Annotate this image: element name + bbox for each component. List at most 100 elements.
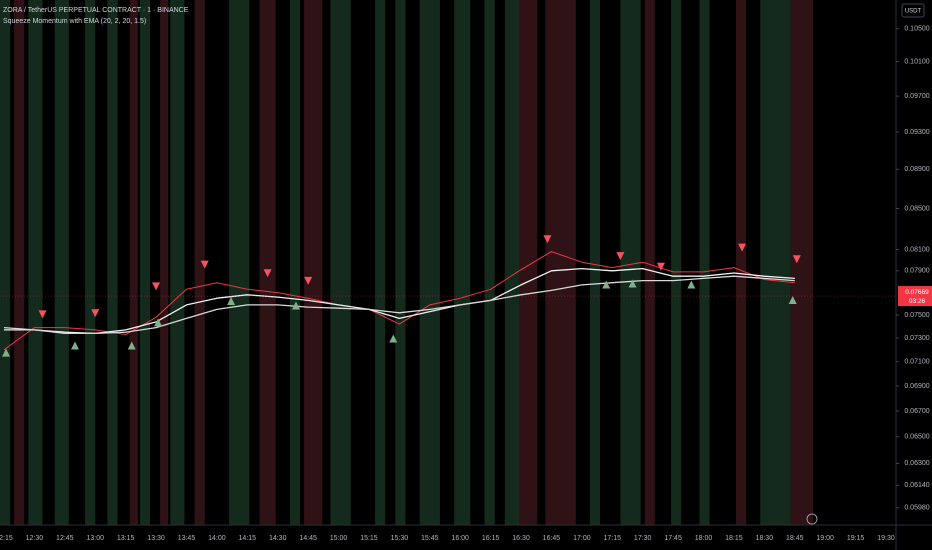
buy-signal: [687, 280, 696, 289]
y-tick-label: 0.06300: [904, 460, 929, 467]
x-tick-label: 15:45: [421, 535, 439, 542]
x-tick-label: 14:00: [208, 535, 226, 542]
axis-layer: 0.10500 0.10100 0.09700 0.09300 0.08900 0.085…: [0, 26, 932, 542]
squeeze-band: [671, 0, 682, 525]
squeeze-band: [545, 0, 576, 525]
squeeze-band: [14, 0, 25, 525]
y-tick-label: 0.08900: [904, 166, 929, 173]
squeeze-band: [504, 0, 520, 525]
settings-icon[interactable]: [806, 513, 818, 525]
buy-signal: [70, 341, 79, 350]
y-tick-label: 0.06500: [904, 434, 929, 441]
x-tick-label: 18:00: [695, 535, 713, 542]
squeeze-band: [419, 0, 440, 525]
y-tick-label: 0.05980: [904, 505, 929, 512]
squeeze-band: [160, 0, 169, 525]
x-tick-label: 18:45: [786, 535, 804, 542]
buy-signal: [291, 301, 300, 310]
y-tick-label: 0.10500: [904, 26, 929, 33]
buy-signal: [389, 334, 398, 343]
x-tick-label: 12:45: [56, 535, 74, 542]
sell-signal: [91, 309, 100, 318]
price-line: [3, 251, 795, 351]
squeeze-band: [139, 0, 150, 525]
sell-signal: [792, 255, 801, 264]
squeeze-band: [107, 0, 118, 525]
sell-signal: [543, 235, 552, 244]
x-tick-label: 13:00: [86, 535, 104, 542]
x-tick-label: 16:30: [512, 535, 530, 542]
x-tick-label: 19:30: [877, 535, 895, 542]
y-tick-label: 0.07500: [904, 312, 929, 319]
squeeze-band: [289, 0, 301, 525]
y-tick-label: 0.09700: [904, 93, 929, 100]
x-tick-label: 13:45: [178, 535, 196, 542]
sell-signal: [38, 310, 47, 319]
squeeze-band: [454, 0, 471, 525]
squeeze-band: [229, 0, 250, 525]
unit-label: USDT: [905, 9, 922, 15]
y-tick-label: 0.07300: [904, 335, 929, 342]
buy-signal: [788, 295, 797, 304]
x-tick-label: 18:30: [756, 535, 774, 542]
price-line: [3, 275, 795, 335]
squeeze-band: [330, 0, 351, 525]
squeeze-band: [395, 0, 406, 525]
x-tick-label: 16:15: [482, 535, 500, 542]
x-tick-label: 15:15: [360, 535, 378, 542]
buy-signal: [602, 280, 611, 289]
x-tick-label: 17:15: [604, 535, 622, 542]
sell-signal: [656, 262, 665, 271]
sell-signal: [616, 252, 625, 261]
x-tick-label: 16:45: [543, 535, 561, 542]
squeeze-band: [129, 0, 138, 525]
squeeze-band: [85, 0, 96, 525]
squeeze-band: [620, 0, 641, 525]
squeeze-band: [54, 0, 69, 525]
sell-signal: [263, 269, 272, 278]
last-price-box: [898, 286, 932, 307]
squeeze-band: [194, 0, 205, 525]
plot-layer: [2, 235, 801, 357]
last-price-label: 0.07669: [905, 289, 929, 296]
buy-signal: [127, 341, 136, 350]
buy-signal: [227, 297, 236, 306]
sell-signal: [738, 243, 747, 252]
x-tick-label: 17:30: [634, 535, 652, 542]
squeeze-band: [304, 0, 323, 525]
squeeze-band: [0, 0, 11, 525]
x-tick-label: 17:45: [664, 535, 682, 542]
band-layer: [0, 0, 814, 525]
squeeze-band: [170, 0, 185, 525]
x-tick-label: 19:00: [816, 535, 834, 542]
x-tick-label: 12:30: [26, 535, 44, 542]
x-tick-label: 17:00: [573, 535, 591, 542]
x-tick-label: 14:15: [239, 535, 257, 542]
x-tick-label: 18:15: [725, 535, 743, 542]
y-tick-label: 0.06900: [904, 383, 929, 390]
x-tick-label: 16:00: [451, 535, 469, 542]
x-tick-label: 12:15: [0, 535, 13, 542]
x-tick-label: 13:15: [117, 535, 135, 542]
x-tick-label: 19:15: [847, 535, 865, 542]
squeeze-band: [760, 0, 791, 525]
y-tick-label: 0.08500: [904, 205, 929, 212]
unit-box[interactable]: [901, 3, 925, 18]
squeeze-band: [484, 0, 495, 525]
y-tick-label: 0.10100: [904, 59, 929, 66]
y-tick-label: 0.08100: [904, 246, 929, 253]
squeeze-band: [259, 0, 276, 525]
squeeze-band: [519, 0, 538, 525]
sell-signal: [200, 260, 209, 269]
squeeze-band: [735, 0, 747, 525]
sell-signal: [304, 276, 313, 285]
x-tick-label: 14:45: [299, 535, 317, 542]
chart-title: ZORA / TetherUS PERPETUAL CONTRACT · 1 ·…: [3, 7, 189, 14]
squeeze-band: [699, 0, 710, 525]
y-tick-label: 0.06700: [904, 408, 929, 415]
x-tick-label: 13:30: [147, 535, 165, 542]
countdown-label: 03:26: [909, 298, 926, 305]
buy-signal: [628, 279, 637, 288]
